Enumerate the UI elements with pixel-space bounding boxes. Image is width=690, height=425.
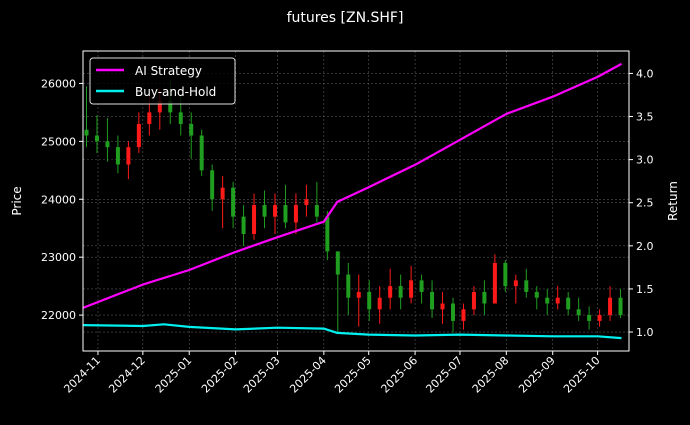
candle-body xyxy=(241,216,246,235)
candle-body xyxy=(545,297,550,304)
candle-body xyxy=(231,187,236,217)
legend-label-buy-and-hold: Buy-and-Hold xyxy=(135,85,216,99)
candle-body xyxy=(283,205,288,223)
series-line-buy-and-hold xyxy=(82,323,622,340)
candle-body xyxy=(576,309,581,316)
candle-body xyxy=(335,251,340,275)
candle-body xyxy=(94,135,99,142)
candle-body xyxy=(304,199,309,206)
candle-body xyxy=(136,123,141,148)
candle-body xyxy=(105,141,110,148)
candle-body xyxy=(157,100,162,113)
legend-label-ai-strategy: AI Strategy xyxy=(135,64,202,78)
candle-body xyxy=(450,303,455,321)
candle-body xyxy=(524,280,529,292)
candle-body xyxy=(409,280,414,298)
candle-body xyxy=(220,187,225,200)
candle-body xyxy=(513,280,518,287)
candle-body xyxy=(419,280,424,292)
y-axis-right-label: Return xyxy=(666,181,680,221)
candle-body xyxy=(377,297,382,310)
y-left-tick-label: 24000 xyxy=(41,193,76,206)
y-right-tick-label: 3.0 xyxy=(636,154,654,167)
candle-body xyxy=(440,303,445,310)
candle-body xyxy=(608,297,613,316)
y-left-tick-label: 26000 xyxy=(41,77,76,90)
candle-body xyxy=(189,123,194,136)
candle-body xyxy=(388,286,393,298)
candle-body xyxy=(430,291,435,310)
candle-body xyxy=(471,291,476,310)
candle-body xyxy=(503,262,508,287)
y-axis-left: 22000 23000 24000 25000 26000 xyxy=(41,77,83,322)
candle-body xyxy=(587,315,592,321)
y-left-tick-label: 22000 xyxy=(41,309,76,322)
series-line-ai-strategy xyxy=(82,62,623,309)
candle-body xyxy=(492,262,497,304)
candle-body xyxy=(84,129,89,136)
y-right-tick-label: 2.5 xyxy=(636,197,654,210)
y-right-tick-label: 3.5 xyxy=(636,111,654,124)
candle-body xyxy=(367,291,372,310)
candle-body xyxy=(147,112,152,124)
candle-body xyxy=(126,147,131,165)
legend: AI Strategy Buy-and-Hold xyxy=(89,57,236,105)
candles xyxy=(84,80,623,333)
candle-body xyxy=(252,205,257,235)
candle-body xyxy=(597,315,602,321)
candle-body xyxy=(555,297,560,304)
candle-body xyxy=(346,274,351,298)
candle-body xyxy=(199,135,204,171)
candle-body xyxy=(461,309,466,321)
candle-body xyxy=(398,286,403,298)
candle-body xyxy=(168,100,173,113)
y-axis-left-label: Price xyxy=(10,186,24,215)
plot-frame xyxy=(82,50,630,352)
candle-body xyxy=(618,297,623,316)
candle-body xyxy=(272,205,277,217)
candle-body xyxy=(482,291,487,304)
candle-body xyxy=(262,205,267,217)
candle-body xyxy=(115,147,120,165)
series-lines xyxy=(82,62,623,340)
candle-body xyxy=(534,291,539,298)
y-axis-right: 1.0 1.5 2.0 2.5 3.0 3.5 4.0 xyxy=(629,67,654,339)
y-right-tick-label: 1.5 xyxy=(636,283,654,296)
candle-body xyxy=(293,205,298,223)
candle-body xyxy=(210,170,215,200)
chart-title: futures [ZN.SHF] xyxy=(287,10,404,26)
y-left-tick-label: 23000 xyxy=(41,251,76,264)
candle-body xyxy=(566,297,571,310)
candle-body xyxy=(325,216,330,252)
candle-body xyxy=(178,112,183,124)
y-right-tick-label: 2.0 xyxy=(636,240,654,253)
candle-body xyxy=(314,205,319,217)
y-right-tick-label: 1.0 xyxy=(636,326,654,339)
y-right-tick-label: 4.0 xyxy=(636,67,654,80)
candle-body xyxy=(356,291,361,298)
y-left-tick-label: 25000 xyxy=(41,135,76,148)
